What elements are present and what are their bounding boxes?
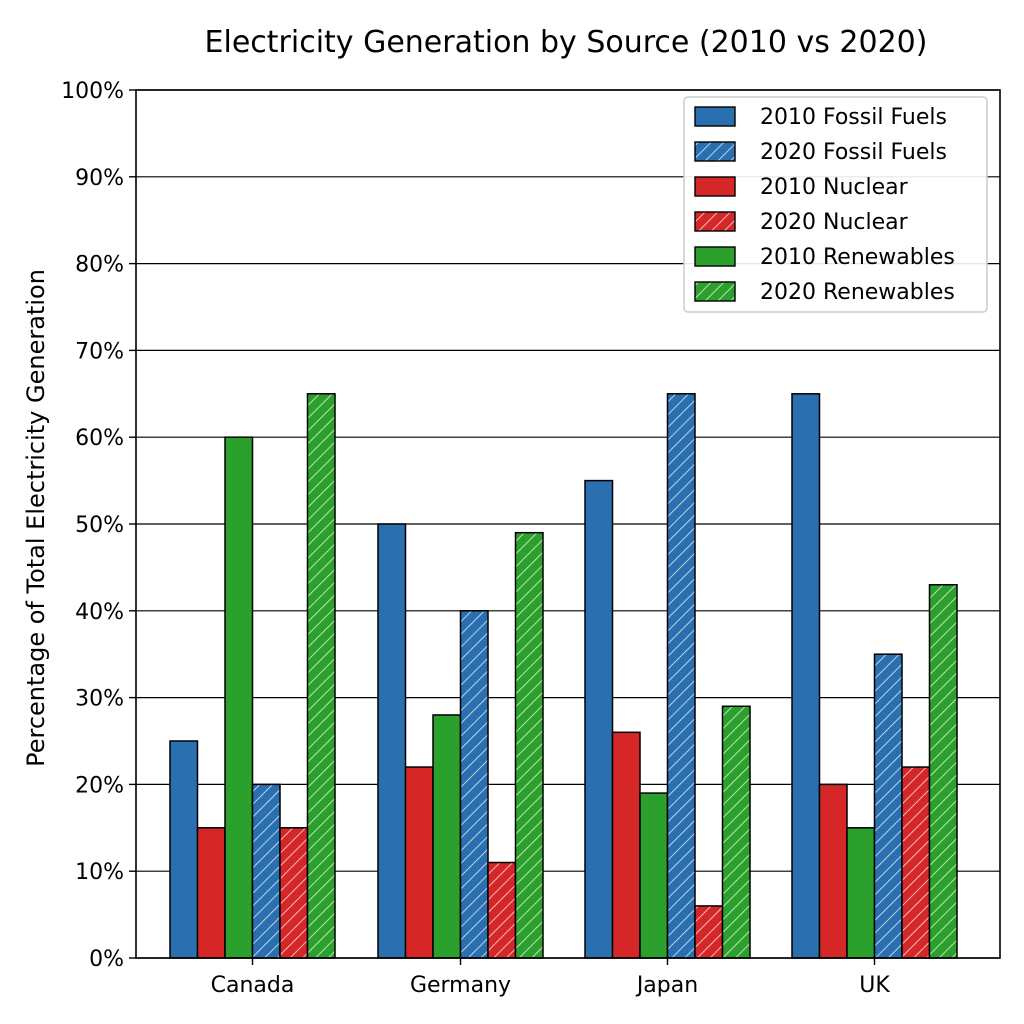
bar-germany-2020-fossil-fuels (459, 610, 489, 959)
bar-japan-2020-renewables (721, 705, 751, 959)
y-tick-label: 0% (89, 947, 124, 972)
bar-uk-2010-nuclear (818, 783, 848, 959)
x-tick-label: Japan (635, 973, 698, 998)
bar-uk-2020-nuclear (901, 766, 931, 959)
x-tick-label: UK (859, 973, 890, 998)
legend-label: 2020 Nuclear (760, 210, 909, 235)
y-tick-label: 30% (75, 687, 124, 712)
bar-japan-2010-fossil-fuels (584, 479, 614, 959)
bar-canada-2020-renewables (306, 393, 336, 959)
legend-swatch (694, 246, 736, 267)
bar-uk-2020-fossil-fuels (873, 653, 903, 959)
y-tick-label: 90% (75, 166, 124, 191)
y-tick-label: 100% (61, 79, 124, 104)
legend-swatch (694, 211, 736, 232)
x-tick-label: Canada (211, 973, 295, 998)
bar-canada-2010-fossil-fuels (169, 740, 199, 959)
y-tick-label: 10% (75, 860, 124, 885)
legend-label: 2010 Fossil Fuels (760, 105, 947, 130)
bar-canada-2010-renewables (224, 436, 254, 959)
bar-canada-2020-nuclear (279, 827, 309, 959)
bar-germany-2010-renewables (432, 714, 462, 959)
bar-japan-2010-nuclear (611, 731, 641, 959)
y-tick-label: 50% (75, 513, 124, 538)
bar-canada-2010-nuclear (196, 827, 226, 959)
legend-label: 2010 Nuclear (760, 175, 909, 200)
legend-label: 2020 Renewables (760, 280, 955, 305)
y-tick-label: 40% (75, 600, 124, 625)
legend: 2010 Fossil Fuels 2020 Fossil Fuels 2010 N… (683, 96, 988, 313)
x-tick-label: Germany (410, 973, 511, 998)
bar-japan-2020-nuclear (694, 905, 724, 959)
bar-germany-2020-renewables (514, 531, 544, 959)
y-axis-label: Percentage of Total Electricity Generati… (22, 269, 50, 767)
bar-uk-2010-renewables (846, 827, 876, 959)
bar-germany-2010-fossil-fuels (377, 523, 407, 959)
legend-swatch (694, 106, 736, 127)
bar-uk-2010-fossil-fuels (791, 393, 821, 959)
bars (169, 393, 958, 959)
chart-title: Electricity Generation by Source (2010 v… (205, 25, 928, 60)
legend-swatch (694, 281, 736, 302)
legend-label: 2010 Renewables (760, 245, 955, 270)
legend-label: 2020 Fossil Fuels (760, 140, 947, 165)
bar-japan-2010-renewables (639, 792, 669, 959)
bar-germany-2020-nuclear (487, 861, 517, 959)
tick-labels: 0% 10% 20% 30% 40% 50% 60% 70% 80% 90% 100% Canada G… (61, 79, 890, 998)
y-tick-label: 60% (75, 426, 124, 451)
bar-japan-2020-fossil-fuels (666, 393, 696, 959)
legend-swatch (694, 141, 736, 162)
bar-canada-2020-fossil-fuels (251, 783, 281, 959)
y-tick-label: 20% (75, 773, 124, 798)
legend-swatch (694, 176, 736, 197)
bar-germany-2010-nuclear (404, 766, 434, 959)
legend-box (683, 96, 988, 313)
y-tick-label: 70% (75, 339, 124, 364)
bar-uk-2020-renewables (928, 584, 958, 959)
y-tick-label: 80% (75, 253, 124, 278)
